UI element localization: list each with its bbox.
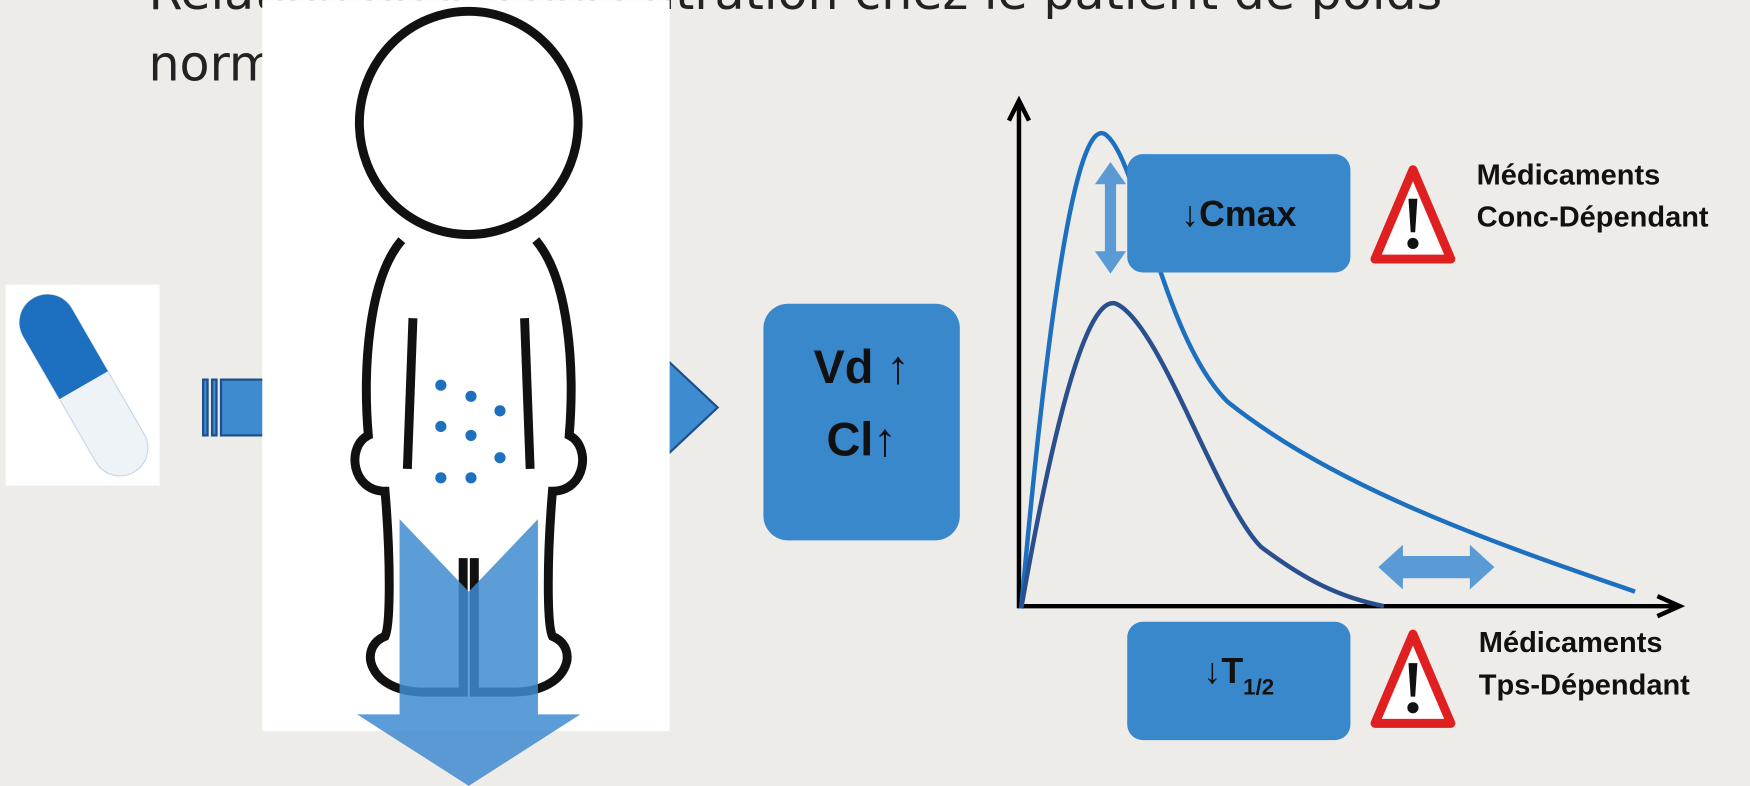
slide: Relation dose-concentration chez le pati… <box>0 0 1750 786</box>
cmax-label: ↓Cmax <box>1181 194 1296 234</box>
half-life-prefix: ↓T <box>1203 651 1243 691</box>
warning-text: Médicaments <box>1479 627 1663 659</box>
figure <box>262 0 669 786</box>
warning-text: Médicaments <box>1477 159 1661 191</box>
warning-text: Tps-Dépendant <box>1479 669 1690 701</box>
warning-text: Conc-Dépendant <box>1477 202 1709 234</box>
pill <box>6 284 160 486</box>
page: Relation dose-concentration chez le pati… <box>0 0 1750 786</box>
half-life-subscript: 1/2 <box>1243 674 1274 699</box>
box-text: Cl↑ <box>826 413 896 465</box>
box-text: Vd ↑ <box>813 341 909 393</box>
